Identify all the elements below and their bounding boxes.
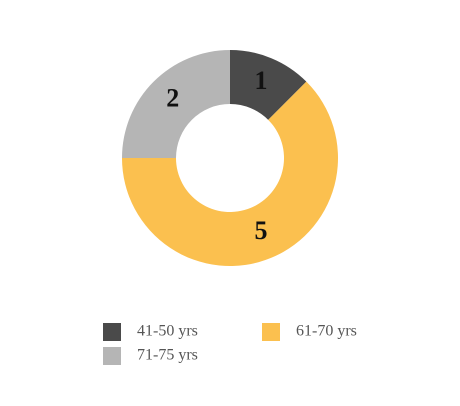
data-label: 5 — [254, 216, 267, 245]
legend-swatch — [103, 347, 121, 365]
legend-swatch — [262, 323, 280, 341]
data-label: 1 — [254, 66, 267, 95]
donut-segment — [230, 50, 307, 120]
legend-label: 71-75 yrs — [137, 347, 198, 364]
donut-segment — [122, 50, 230, 158]
data-label: 2 — [166, 84, 179, 113]
legend-label: 61-70 yrs — [296, 323, 357, 340]
legend-swatch — [103, 323, 121, 341]
donut-segment — [122, 81, 338, 266]
legend-label: 41-50 yrs — [137, 323, 198, 340]
